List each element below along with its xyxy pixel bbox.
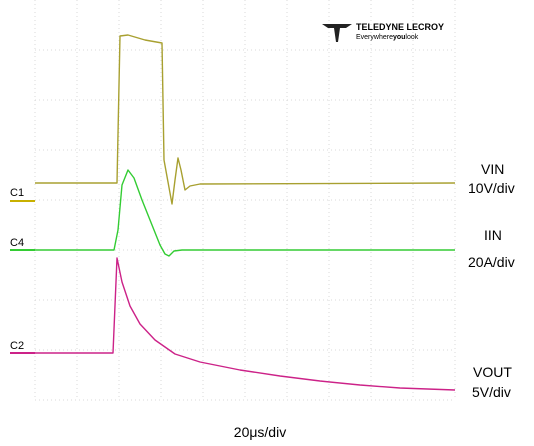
vout-trace — [35, 257, 456, 391]
logo-brand: TELEDYNE LECROY — [356, 22, 444, 32]
channel-label: VOUT — [473, 364, 512, 380]
channel-labels: VIN 10V/div IIN 20A/div VOUT 5V/div — [468, 161, 515, 400]
c4-marker: C4 — [10, 237, 24, 249]
c2-marker: C2 — [10, 340, 24, 352]
channel-scale: 5V/div — [472, 384, 511, 400]
channel-scale: 10V/div — [468, 180, 515, 196]
vin-trace — [35, 34, 456, 205]
channel-label: VIN — [481, 161, 504, 177]
channel-label: IIN — [484, 227, 502, 243]
channel-scale: 20A/div — [468, 254, 515, 270]
c1-marker: C1 — [10, 187, 24, 199]
tagline-start: Everywhere — [356, 34, 393, 41]
logo: TELEDYNE LECROY Everywhereyoulook — [322, 22, 444, 42]
grid — [34, 0, 456, 401]
logo-icon — [322, 24, 352, 42]
tagline-bold: you — [393, 34, 405, 41]
iin-trace — [35, 169, 455, 257]
timebase: 20μs/div — [234, 424, 286, 440]
logo-tagline: Everywhereyoulook — [356, 34, 419, 41]
tagline-end: look — [405, 34, 418, 41]
channel-markers: C1 C4 C2 — [10, 187, 35, 354]
